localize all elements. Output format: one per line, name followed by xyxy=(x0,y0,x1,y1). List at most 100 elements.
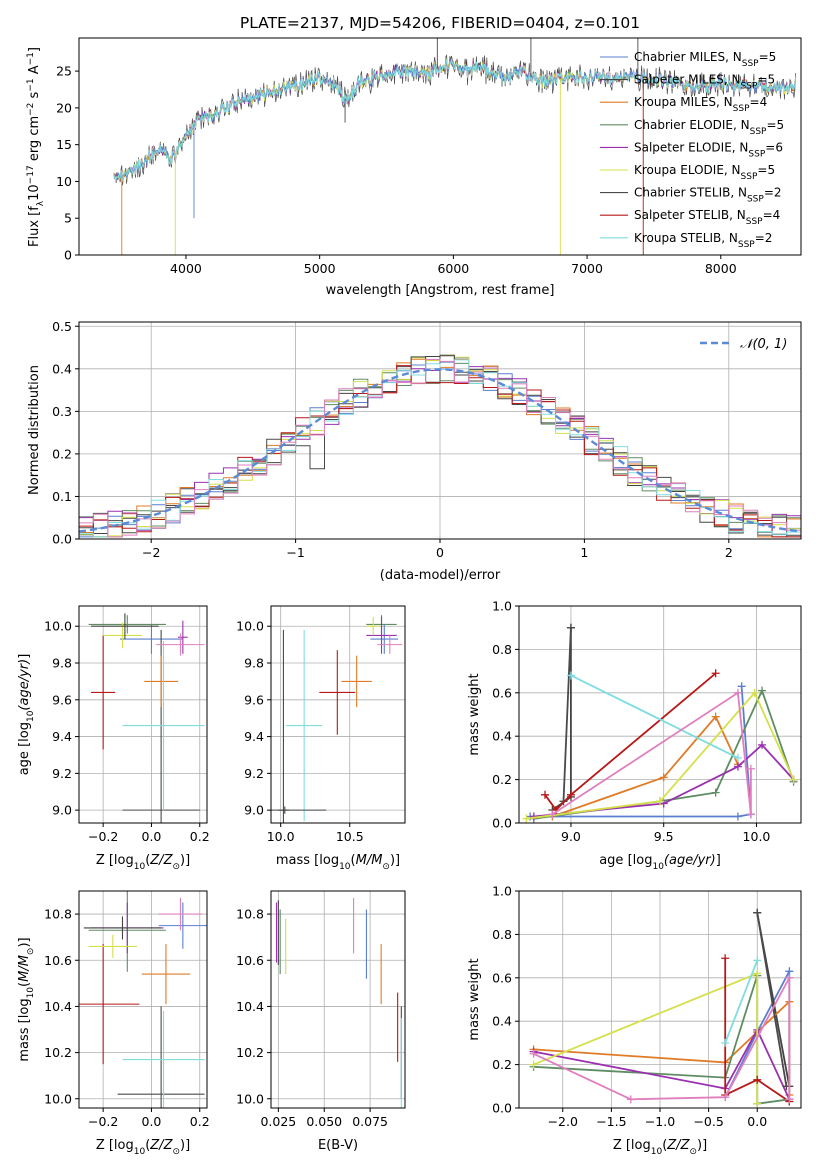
label-part: Z/Z xyxy=(666,1138,690,1153)
x-tick-label: 0.0 xyxy=(142,829,162,844)
label-part: Z [log xyxy=(96,853,134,868)
label-part: Chabrier ELODIE, N xyxy=(634,118,750,132)
y-tick-label: 10.8 xyxy=(44,907,72,922)
weight-marker xyxy=(529,1049,538,1058)
weight-marker xyxy=(785,1095,794,1104)
y-tick-label: 10 xyxy=(56,174,72,189)
x-tick-label: 8000 xyxy=(705,261,737,276)
label-part: 10 xyxy=(652,862,664,872)
weight-marker xyxy=(733,753,742,762)
label-part: Salpeter MILES, N xyxy=(634,73,741,87)
y-tick-label: 10.0 xyxy=(44,1091,72,1106)
label-part: SSP xyxy=(750,127,767,137)
label-part: ⊙ xyxy=(382,862,390,872)
x-tick-label: 10.5 xyxy=(336,829,364,844)
y-tick-label: 0.0 xyxy=(492,816,512,831)
legend-label: Kroupa STELIB, NSSP=2 xyxy=(634,231,772,250)
axes-frame xyxy=(518,605,802,824)
label-part: ( xyxy=(662,1138,667,1153)
label-part: 10 xyxy=(134,862,146,872)
gaussian-curve xyxy=(79,368,801,533)
weight-marker xyxy=(721,1093,730,1102)
weight-marker xyxy=(753,969,762,978)
label-part: )] xyxy=(697,1138,707,1153)
label-part: 10 xyxy=(27,184,42,201)
y-tick-label: 0.2 xyxy=(492,772,512,787)
y-tick-label: 0 xyxy=(64,248,72,263)
z-mass-panel: −0.2 0.0 0.210.010.210.410.610.8Z [log10(Z… xyxy=(17,890,210,1157)
label-part: 10 xyxy=(651,1147,663,1157)
label-part: (age/yr) xyxy=(17,659,32,711)
label-part: wavelength [Angstrom, rest frame] xyxy=(326,283,555,298)
mass-age-panel: 10.0 10.5 9.0 9.2 9.4 9.6 9.8 10.0 mass [log10(M… xyxy=(236,605,406,872)
weight-line xyxy=(552,715,739,818)
x-tick-label: 1 xyxy=(580,545,588,560)
y-tick-label: 0.0 xyxy=(52,532,72,547)
label-part: ⊙ xyxy=(172,1147,180,1157)
label-part: mass [log xyxy=(276,853,339,868)
weight-marker xyxy=(711,788,720,797)
y-tick-label: 0.2 xyxy=(492,1057,512,1072)
axes-frame xyxy=(270,890,406,1109)
y-tick-label: 0.3 xyxy=(52,404,72,419)
label-part: E(B-V) xyxy=(318,1138,358,1153)
plot-area xyxy=(529,908,794,1108)
label-part: 10 xyxy=(134,1147,146,1157)
spectrum-line xyxy=(113,59,797,181)
label-part: Z [log xyxy=(96,1138,134,1153)
plot-area xyxy=(113,38,797,255)
x-tick-label: 7000 xyxy=(571,261,603,276)
legend-label: Chabrier ELODIE, NSSP=5 xyxy=(634,118,784,137)
label-part: M/M xyxy=(356,853,383,868)
label-part: =5 xyxy=(757,163,775,177)
y-axis-label: Normed distribution xyxy=(27,365,42,495)
x-tick-label: 0.075 xyxy=(352,1114,388,1129)
label-part: SSP xyxy=(742,59,759,69)
weight-marker xyxy=(566,623,575,632)
y-tick-label: 0.6 xyxy=(492,685,512,700)
plot-area xyxy=(522,623,798,823)
label-part: λ xyxy=(36,200,46,206)
label-part: mass [log xyxy=(17,998,32,1061)
x-tick-label: −2 xyxy=(142,545,160,560)
y-axis-label: age [log10(age/yr)] xyxy=(17,654,36,776)
y-tick-label: 10.6 xyxy=(236,953,264,968)
y-tick-label: 9.8 xyxy=(244,656,264,671)
y-tick-label: 9.2 xyxy=(52,766,72,781)
weight-marker xyxy=(789,775,798,784)
label-part: ⊙ xyxy=(689,1147,697,1157)
label-part: Chabrier STELIB, N xyxy=(634,186,747,200)
y-tick-label: 10.4 xyxy=(44,999,72,1014)
y-tick-label: 20 xyxy=(56,100,72,115)
label-part: SSP xyxy=(747,195,764,205)
y-tick-label: 10.2 xyxy=(44,1045,72,1060)
legend-label: Salpeter MILES, NSSP=5 xyxy=(634,73,775,92)
weight-marker xyxy=(737,682,746,691)
z-weight-panel: −2.0 −1.5 −1.0 −0.5 0.0 0.0 0.2 0.4 0.6 0.8 1.0 Z [… xyxy=(467,884,802,1157)
legend-label: Salpeter STELIB, NSSP=4 xyxy=(634,208,780,227)
age-weight-panel: 9.0 9.5 10.0 0.0 0.2 0.4 0.6 0.8 1.0 age [log10(a… xyxy=(467,599,802,872)
y-tick-label: 0.2 xyxy=(52,446,72,461)
x-axis-label: age [log10(age/yr)] xyxy=(599,853,721,872)
label-part: ⊙ xyxy=(172,862,180,872)
y-tick-label: 9.8 xyxy=(52,656,72,671)
weight-marker xyxy=(656,797,664,806)
weight-marker xyxy=(785,973,794,982)
label-part: ( xyxy=(17,982,32,987)
label-part: erg cm xyxy=(27,116,42,165)
x-tick-label: −0.2 xyxy=(88,829,118,844)
y-tick-label: 0.4 xyxy=(492,729,512,744)
label-part: )] xyxy=(180,1138,190,1153)
weight-marker xyxy=(758,740,767,749)
label-part: ] xyxy=(27,47,42,52)
y-tick-label: 9.4 xyxy=(244,729,264,744)
ebv-mass-panel: 0.025 0.050 0.075 10.0 10.2 10.4 10.6 10.8 E(B-V… xyxy=(236,890,406,1153)
x-axis-label: Z [log10(Z/Z⊙)] xyxy=(96,853,190,872)
weight-line xyxy=(544,672,717,812)
x-axis-label: mass [log10(M/M⊙)] xyxy=(276,853,400,872)
legend-label: Kroupa ELODIE, NSSP=5 xyxy=(634,163,775,182)
label-part: Kroupa MILES, N xyxy=(634,95,733,109)
x-tick-label: 0.0 xyxy=(747,1114,767,1129)
label-part: 10 xyxy=(26,710,36,722)
